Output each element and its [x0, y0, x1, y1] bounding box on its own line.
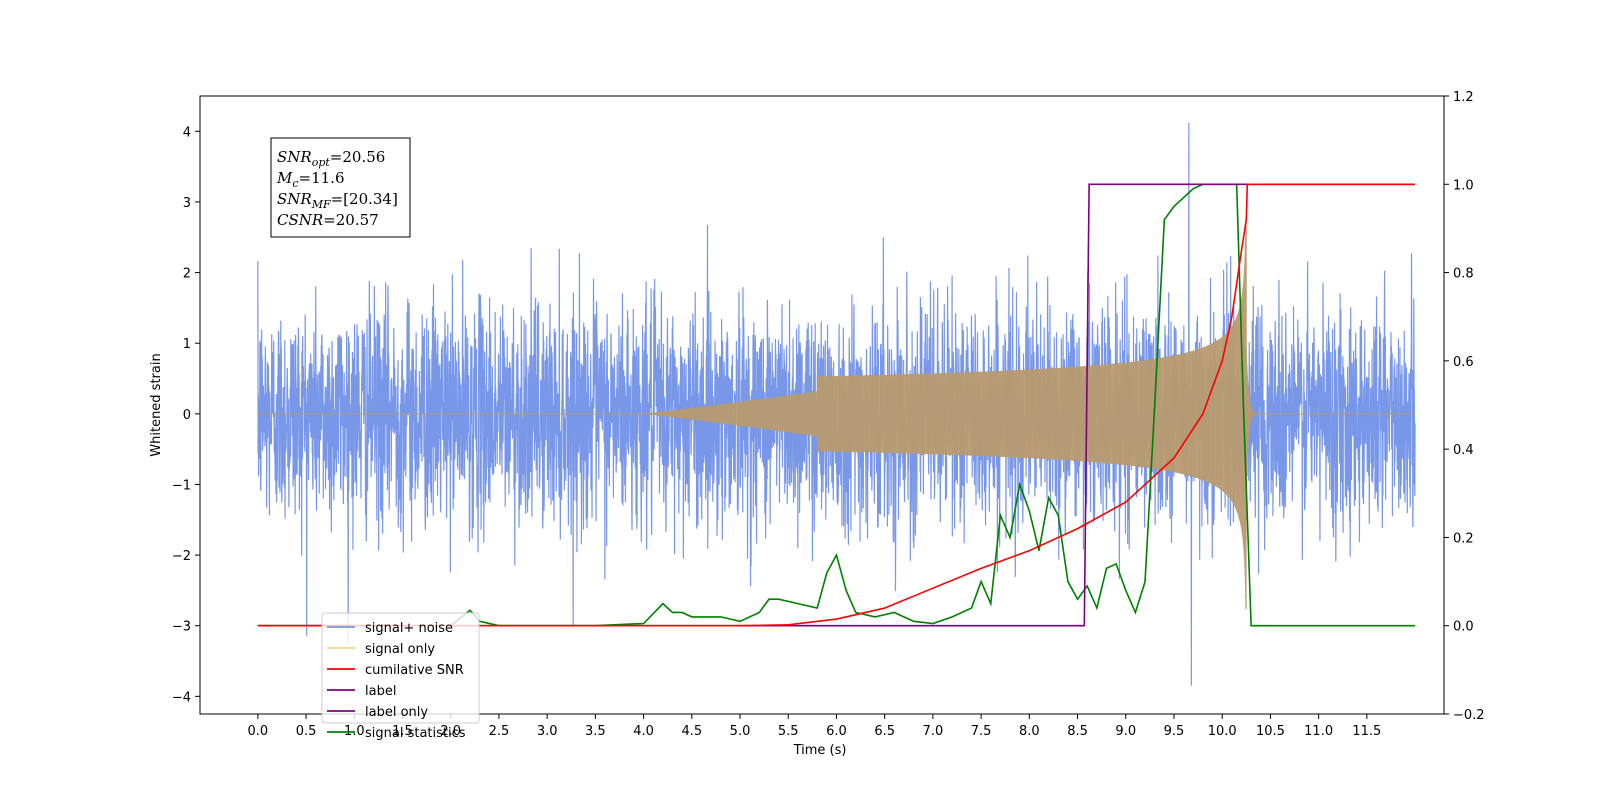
y-tick-label: 4 — [183, 125, 191, 140]
x-tick-label: 0.0 — [248, 724, 269, 739]
x-tick-label: 2.0 — [440, 724, 461, 739]
x-tick-label: 7.0 — [923, 724, 944, 739]
x-tick-label: 5.5 — [778, 724, 799, 739]
x-tick-label: 7.5 — [971, 724, 992, 739]
x-tick-label: 9.5 — [1164, 724, 1185, 739]
legend: signal+ noise signal only cumilative SNR la… — [321, 612, 480, 741]
annotation-line: SNRopt=20.56 — [277, 148, 385, 169]
annotation-symbol: SNR — [277, 148, 312, 166]
series-cumilative-snr-line — [257, 183, 1416, 627]
legend-item: label only — [327, 705, 428, 720]
x-tick-label: 1.5 — [392, 724, 413, 739]
x-axis: 0.0 0.5 1.0 1.5 2.0 2.5 3.0 3.5 4.0 4.5 5.0 5.5 6.0 6… — [248, 714, 1381, 739]
legend-item: signal only — [327, 642, 435, 657]
y-tick-label: 0 — [183, 408, 191, 423]
annotation-subscript: opt — [312, 156, 331, 169]
series-signal-only-line — [257, 218, 1416, 610]
y-axis-left: 4 3 2 1 0 −1 −2 −3 −4 — [172, 125, 200, 705]
y-tick-label: −1 — [172, 478, 191, 493]
legend-label: signal+ noise — [365, 621, 453, 636]
x-tick-label: 8.0 — [1019, 724, 1040, 739]
series-signal-statistics-line — [257, 183, 1416, 627]
annotation-symbol: SNR — [277, 190, 312, 208]
x-tick-label: 4.0 — [633, 724, 654, 739]
legend-item: cumilative SNR — [327, 663, 464, 678]
legend-label: label — [365, 684, 396, 699]
x-tick-label: 10.0 — [1208, 724, 1237, 739]
y-axis-label: Whitened strain — [149, 353, 164, 456]
annotation-line: SNRMF=[20.34] — [277, 190, 398, 211]
legend-frame — [321, 612, 480, 724]
x-axis-label: Time (s) — [793, 743, 847, 758]
legend-label: signal only — [365, 642, 435, 657]
legend-label: label only — [365, 705, 428, 720]
annotation-symbol: M — [276, 169, 293, 187]
plot-frame — [199, 95, 1445, 715]
y2-tick-label: 0.0 — [1453, 620, 1474, 635]
y-tick-label: 1 — [183, 337, 191, 352]
x-tick-label: 8.5 — [1067, 724, 1088, 739]
legend-label: signal statistics — [365, 726, 466, 741]
legend-item: signal statistics — [327, 726, 466, 741]
y2-tick-label: 0.4 — [1453, 443, 1474, 458]
y-tick-label: −3 — [172, 620, 191, 635]
annotation-frame — [270, 137, 411, 238]
x-tick-label: 11.0 — [1304, 724, 1333, 739]
x-tick-label: 0.5 — [296, 724, 317, 739]
series-layer — [257, 122, 1416, 686]
y-tick-label: 2 — [183, 267, 191, 282]
annotation-line: Mc=11.6 — [276, 169, 345, 190]
y2-tick-label: −0.2 — [1453, 708, 1485, 723]
y2-tick-label: 1.0 — [1453, 178, 1474, 193]
annotation-subscript: c — [292, 177, 298, 190]
x-tick-label: 3.5 — [585, 724, 606, 739]
x-tick-label: 3.0 — [537, 724, 558, 739]
x-tick-label: 9.0 — [1115, 724, 1136, 739]
annotation-value: =11.6 — [299, 169, 345, 187]
x-tick-label: 6.0 — [826, 724, 847, 739]
x-tick-label: 5.0 — [730, 724, 751, 739]
x-tick-label: 4.5 — [681, 724, 702, 739]
annotation-value: =20.56 — [330, 148, 386, 166]
x-tick-label: 10.5 — [1256, 724, 1285, 739]
annotation-value: =[20.34] — [331, 190, 398, 208]
annotation-box: SNRopt=20.56Mc=11.6SNRMF=[20.34]CSNR=20.… — [270, 137, 411, 238]
y2-tick-label: 0.6 — [1453, 355, 1474, 370]
y2-tick-label: 0.2 — [1453, 531, 1474, 546]
annotation-value: =20.57 — [323, 211, 379, 229]
y2-tick-label: 0.8 — [1453, 267, 1474, 282]
x-tick-label: 2.5 — [489, 724, 510, 739]
legend-label: cumilative SNR — [365, 663, 464, 678]
legend-item: signal+ noise — [327, 621, 453, 636]
x-tick-label: 6.5 — [874, 724, 895, 739]
annotation-subscript: MF — [311, 198, 331, 211]
y-axis-right: 1.2 1.0 0.8 0.6 0.4 0.2 0.0 −0.2 — [1444, 90, 1485, 723]
y-tick-label: −4 — [172, 690, 191, 705]
annotation-line: CSNR=20.57 — [277, 211, 379, 229]
y-tick-label: −2 — [172, 549, 191, 564]
y2-tick-label: 1.2 — [1453, 90, 1474, 105]
y-tick-label: 3 — [183, 196, 191, 211]
annotation-symbol: CSNR — [277, 211, 323, 229]
x-tick-label: 11.5 — [1352, 724, 1381, 739]
legend-item: label — [327, 684, 396, 699]
